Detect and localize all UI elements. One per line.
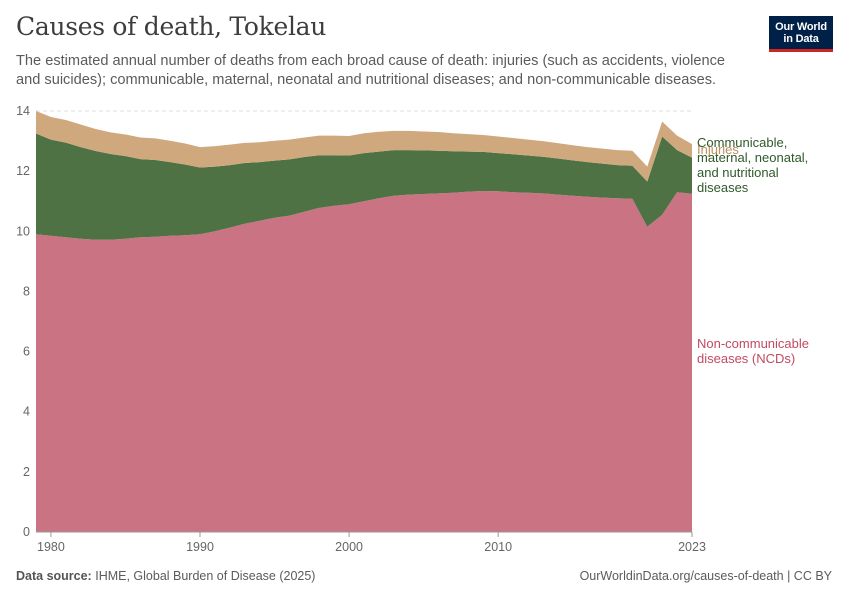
y-tick-label: 14 [16,104,30,118]
area-series-2[interactable] [36,111,692,182]
x-tick-label: 1980 [37,540,65,554]
y-tick-label: 12 [16,164,30,178]
x-tick-label: 1990 [186,540,214,554]
data-source-text: IHME, Global Burden of Disease (2025) [95,569,316,583]
area-series-1[interactable] [36,133,692,240]
axes: 0 2 4 6 8 10 12 14 1980 1990 2000 2010 2023 [16,104,706,554]
label-ncd-line: Non-communicable [697,336,809,351]
label-cmnn-line: maternal, neonatal, [697,150,808,165]
stacked-areas [36,111,692,533]
label-ncd-line: diseases (NCDs) [697,351,795,366]
label-cmnn-line: Communicable, [697,135,787,150]
y-tick-label: 10 [16,224,30,238]
x-tick-label: 2010 [484,540,512,554]
y-tick-label: 2 [23,465,30,479]
y-tick-label: 4 [23,405,30,419]
label-injuries-line: Injuries [697,142,739,157]
chart-title: Causes of death, Tokelau [16,12,327,41]
logo-line-1: Our World [775,21,827,33]
y-tick-label: 0 [23,525,30,539]
area-series-0[interactable] [36,190,692,533]
x-tick-label: 2000 [335,540,363,554]
data-source: Data source: IHME, Global Burden of Dise… [16,569,315,583]
data-source-label: Data source: [16,569,92,583]
source-url[interactable]: OurWorldinData.org/causes-of-death | CC … [579,569,832,583]
logo-line-2: in Data [783,33,819,45]
label-cmnn-line: diseases [697,180,749,195]
y-tick-label: 8 [23,284,30,298]
y-tick-label: 6 [23,345,30,359]
chart-subtitle: The estimated annual number of deaths fr… [16,53,726,88]
x-tick-label: 2023 [678,540,706,554]
label-cmnn-line: and nutritional [697,165,779,180]
owid-logo[interactable]: Our World in Data [769,16,833,52]
